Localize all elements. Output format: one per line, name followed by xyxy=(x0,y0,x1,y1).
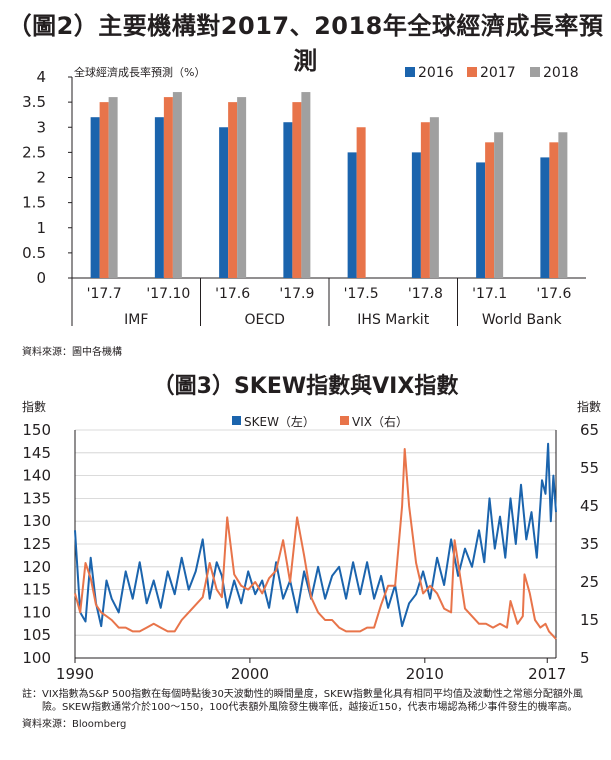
chart1-y-tick-label: 2 xyxy=(36,169,46,187)
bar-2017-7 xyxy=(549,142,559,278)
chart2-left-tick-label: 140 xyxy=(22,467,51,485)
chart2-title: （圖3）SKEW指數與VIX指數 xyxy=(152,374,459,399)
chart1-y-tick-label: 3.5 xyxy=(22,93,46,111)
chart1-y-tick-label: 0 xyxy=(36,269,46,287)
chart2-left-tick-label: 125 xyxy=(22,535,51,553)
bar-2018-1 xyxy=(172,92,182,278)
chart2-left-tick-label: 105 xyxy=(22,626,51,644)
chart1-x-tick-label: '17.5 xyxy=(344,286,379,302)
chart2-right-tick-label: 15 xyxy=(580,611,599,629)
chart2-right-axis-label: 指數 xyxy=(577,399,601,414)
bar-2017-2 xyxy=(228,102,238,278)
chart1-group-label: IHS Markit xyxy=(357,312,429,328)
chart2-legend-label: SKEW（左） xyxy=(244,414,315,429)
chart1-group-label: World Bank xyxy=(482,312,563,328)
chart2-legend-swatch xyxy=(232,416,241,425)
chart2-x-tick-label: 2010 xyxy=(406,665,444,683)
chart1-x-tick-label: '17.10 xyxy=(146,286,190,302)
chart2-series-line-vix xyxy=(74,448,557,640)
chart2-legend-swatch xyxy=(340,416,349,425)
bar-2018-2 xyxy=(237,97,247,278)
chart2-source: 資料來源：Bloomberg xyxy=(22,719,127,730)
note-lead: 註： xyxy=(22,689,42,700)
chart1-title: （圖2）主要機構對2017、2018年全球經濟成長率預測 xyxy=(7,12,604,75)
chart1-legend-label: 2017 xyxy=(480,65,516,81)
chart1-y-tick-label: 1.5 xyxy=(22,194,46,212)
note-text: VIX指數為S&P 500指數在每個時點後30天波動性的瞬間量度，SKEW指數量… xyxy=(42,689,583,713)
bar-2018-7 xyxy=(558,132,568,278)
bar-2016-7 xyxy=(540,157,550,278)
chart2-notes: 註： VIX指數為S&P 500指數在每個時點後30天波動性的瞬間量度，SKEW… xyxy=(22,688,602,731)
chart2-x-tick-label: 2000 xyxy=(231,665,269,683)
bar-2016-5 xyxy=(411,152,421,278)
chart1-y-tick-label: 0.5 xyxy=(22,244,46,262)
chart2-right-tick-label: 5 xyxy=(580,649,590,667)
chart1-y-tick-label: 1 xyxy=(36,219,46,237)
chart1-legend-label: 2016 xyxy=(418,65,454,81)
bar-2018-3 xyxy=(301,92,311,278)
chart2: 100 105 110 115 120 125 130 135 140 145 150 5 15 25 35… xyxy=(22,399,601,683)
bar-2017-6 xyxy=(485,142,495,278)
bar-2016-3 xyxy=(283,122,293,278)
chart1-y-axis-label: 全球經濟成長率預測（%） xyxy=(74,65,205,79)
chart2-right-tick-label: 45 xyxy=(580,497,599,515)
chart2-left-tick-label: 100 xyxy=(22,649,51,667)
chart2-left-tick-label: 135 xyxy=(22,489,51,507)
chart1-legend-label: 2018 xyxy=(543,65,579,81)
chart1-y-tick-label: 3 xyxy=(36,118,46,136)
chart2-left-axis-label: 指數 xyxy=(22,399,46,414)
bar-2017-0 xyxy=(99,102,109,278)
chart1-y-tick-label: 2.5 xyxy=(22,143,46,161)
bar-2017-1 xyxy=(163,97,173,278)
chart2-right-tick-label: 55 xyxy=(580,459,599,477)
chart1-x-tick-label: '17.9 xyxy=(279,286,314,302)
chart1-legend-swatch-2017 xyxy=(467,67,477,77)
bar-2018-6 xyxy=(494,132,504,278)
chart2-left-tick-label: 115 xyxy=(22,581,51,599)
chart2-left-tick-label: 120 xyxy=(22,558,51,576)
chart1-x-tick-label: '17.1 xyxy=(472,286,507,302)
chart1-group-label: OECD xyxy=(245,312,285,328)
chart2-left-tick-label: 145 xyxy=(22,444,51,462)
chart2-right-tick-label: 65 xyxy=(580,421,599,439)
chart2-x-tick-label: 1990 xyxy=(56,665,94,683)
bar-2016-2 xyxy=(219,127,229,278)
chart2-legend-label: VIX（右） xyxy=(352,414,408,429)
chart1-group-label: IMF xyxy=(124,312,148,328)
bar-2016-0 xyxy=(90,117,100,278)
bar-2016-1 xyxy=(154,117,164,278)
chart1-y-tick-label: 4 xyxy=(36,68,46,86)
chart2-left-tick-label: 110 xyxy=(22,603,51,621)
bar-2017-3 xyxy=(292,102,302,278)
bar-2018-5 xyxy=(429,117,439,278)
chart1-x-tick-label: '17.6 xyxy=(536,286,571,302)
bar-2018-0 xyxy=(108,97,118,278)
chart2-right-tick-label: 25 xyxy=(580,573,599,591)
chart2-series-line-skew xyxy=(74,442,557,628)
chart2-left-tick-label: 150 xyxy=(22,421,51,439)
chart1-x-tick-label: '17.8 xyxy=(408,286,443,302)
bar-2016-6 xyxy=(476,162,486,278)
chart1-x-tick-label: '17.7 xyxy=(87,286,122,302)
chart1: 0 0.5 1 1.5 2 2.5 3 3.5 4 全球經濟成長率預測（%） '17.7 '17.10… xyxy=(22,65,586,328)
bar-2017-5 xyxy=(420,122,430,278)
chart1-source: 資料來源：圖中各機構 xyxy=(22,347,122,358)
chart1-legend-swatch-2018 xyxy=(530,67,540,77)
chart2-left-tick-label: 130 xyxy=(22,512,51,530)
chart2-x-tick-label: 2017 xyxy=(528,665,566,683)
chart2-right-tick-label: 35 xyxy=(580,535,599,553)
chart1-legend-swatch-2016 xyxy=(405,67,415,77)
bar-2016-4 xyxy=(347,152,357,278)
bar-2017-4 xyxy=(356,127,366,278)
chart1-x-tick-label: '17.6 xyxy=(215,286,250,302)
